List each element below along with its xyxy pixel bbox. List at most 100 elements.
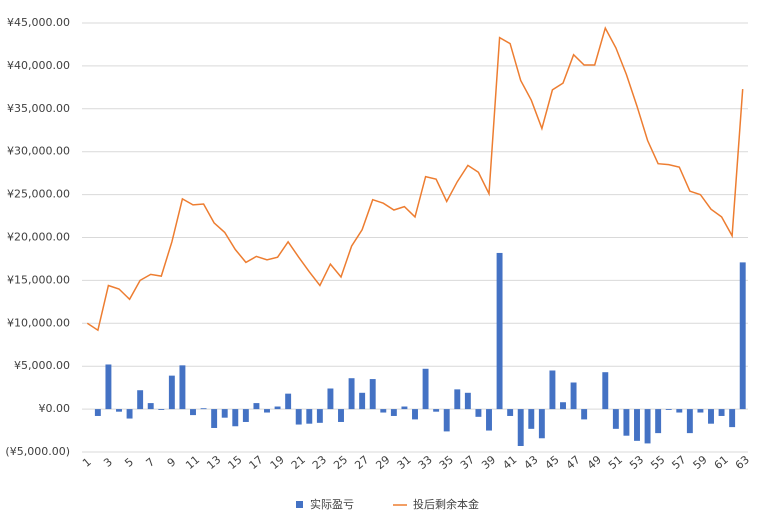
bar bbox=[242, 409, 249, 422]
bar bbox=[634, 409, 640, 441]
y-tick-label: ¥40,000.00 bbox=[7, 59, 70, 72]
bar bbox=[560, 402, 566, 410]
bar bbox=[369, 379, 376, 410]
x-tick-label: 29 bbox=[373, 453, 392, 472]
bar bbox=[528, 409, 535, 429]
bar bbox=[697, 409, 704, 413]
bar bbox=[517, 409, 524, 446]
bar bbox=[137, 390, 144, 410]
bar bbox=[147, 403, 154, 410]
bar bbox=[655, 409, 662, 434]
bar bbox=[538, 409, 545, 439]
line bbox=[86, 26, 744, 332]
x-tick-label: 3 bbox=[101, 455, 115, 469]
bar bbox=[380, 409, 387, 413]
bar bbox=[190, 409, 196, 416]
bar bbox=[412, 409, 418, 420]
bar bbox=[433, 409, 440, 412]
bar bbox=[359, 392, 366, 410]
bar bbox=[168, 375, 175, 410]
y-tick-label: ¥35,000.00 bbox=[7, 102, 70, 115]
y-tick-label: ¥25,000.00 bbox=[7, 188, 70, 201]
bar bbox=[612, 409, 619, 429]
bar bbox=[232, 409, 239, 427]
x-tick-label: 31 bbox=[395, 453, 414, 472]
x-tick-label: 41 bbox=[500, 453, 519, 472]
x-tick-label: 33 bbox=[416, 453, 435, 472]
x-tick-label: 13 bbox=[204, 453, 223, 472]
x-tick-label: 1 bbox=[80, 455, 94, 469]
x-tick-label: 9 bbox=[165, 455, 179, 469]
bar bbox=[708, 409, 714, 424]
x-tick-label: 55 bbox=[648, 453, 667, 472]
bar bbox=[676, 409, 683, 413]
bar bbox=[94, 409, 101, 416]
legend-label: 投后剩余本金 bbox=[413, 497, 479, 511]
bar bbox=[623, 409, 630, 436]
bar bbox=[116, 409, 122, 412]
bar bbox=[274, 406, 281, 410]
bar bbox=[475, 409, 482, 417]
bar bbox=[422, 368, 429, 410]
bar bbox=[338, 409, 344, 422]
bar bbox=[644, 409, 651, 444]
bar bbox=[327, 388, 334, 410]
x-tick-label: 35 bbox=[437, 453, 456, 472]
bar bbox=[549, 370, 556, 410]
x-tick-label: 63 bbox=[733, 453, 752, 472]
x-tick-label: 49 bbox=[585, 453, 604, 472]
x-tick-label: 57 bbox=[669, 453, 688, 472]
x-tick-label: 51 bbox=[606, 453, 625, 472]
y-tick-label: ¥15,000.00 bbox=[7, 273, 70, 286]
y-tick-label: ¥10,000.00 bbox=[7, 316, 70, 329]
bar bbox=[602, 372, 609, 410]
x-tick-label: 59 bbox=[691, 453, 710, 472]
x-tick-label: 61 bbox=[712, 453, 731, 472]
y-tick-label: (¥5,000.00) bbox=[5, 445, 70, 458]
x-tick-label: 7 bbox=[144, 455, 158, 469]
bar bbox=[316, 409, 323, 423]
y-tick-label: ¥5,000.00 bbox=[14, 359, 70, 372]
y-tick-label: ¥0.00 bbox=[39, 402, 71, 415]
x-tick-label: 27 bbox=[352, 453, 371, 472]
legend-label: 实际盈亏 bbox=[310, 497, 354, 511]
x-tick-label: 53 bbox=[627, 453, 646, 472]
x-tick-label: 23 bbox=[310, 453, 329, 472]
bar bbox=[126, 409, 133, 419]
bar bbox=[507, 409, 514, 416]
bar bbox=[158, 409, 165, 410]
y-tick-label: ¥45,000.00 bbox=[7, 16, 70, 29]
y-tick-label: ¥20,000.00 bbox=[7, 231, 70, 244]
bar bbox=[179, 365, 186, 410]
x-tick-label: 25 bbox=[331, 453, 350, 472]
bar bbox=[211, 409, 218, 428]
y-tick-label: ¥30,000.00 bbox=[7, 145, 70, 158]
bar bbox=[686, 409, 693, 434]
bar bbox=[306, 409, 313, 424]
x-tick-label: 17 bbox=[247, 453, 266, 472]
bar bbox=[105, 364, 112, 410]
legend-swatch bbox=[296, 501, 303, 508]
bar bbox=[570, 382, 577, 410]
x-tick-label: 37 bbox=[458, 453, 477, 472]
bar bbox=[665, 409, 672, 410]
x-tick-label: 15 bbox=[225, 453, 244, 472]
bar bbox=[264, 409, 270, 413]
bar bbox=[200, 408, 207, 410]
bar bbox=[443, 409, 450, 432]
bar bbox=[253, 403, 260, 410]
x-tick-label: 21 bbox=[289, 453, 308, 472]
bar bbox=[295, 409, 302, 425]
bar bbox=[581, 409, 588, 420]
bar bbox=[390, 409, 397, 416]
x-tick-label: 39 bbox=[479, 453, 498, 472]
x-tick-label: 43 bbox=[521, 453, 540, 472]
bar bbox=[486, 409, 492, 431]
bar bbox=[729, 409, 736, 428]
bar bbox=[464, 392, 471, 410]
bar bbox=[285, 393, 292, 410]
bar bbox=[718, 409, 725, 416]
x-tick-label: 47 bbox=[564, 453, 583, 472]
x-tick-label: 11 bbox=[183, 453, 202, 472]
